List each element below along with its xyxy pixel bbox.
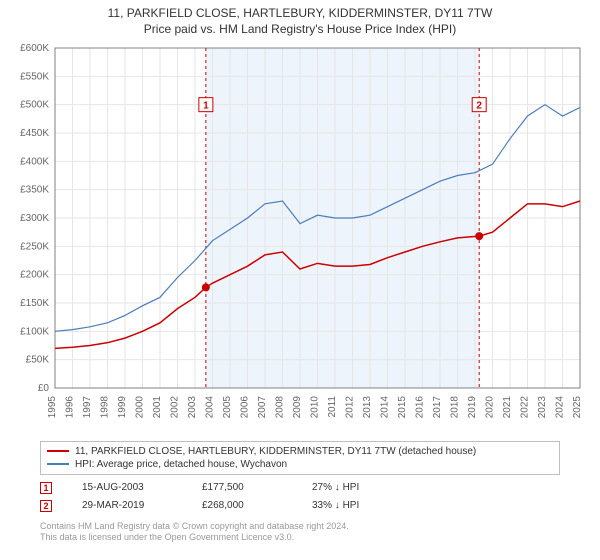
- event-row: 2 29-MAR-2019 £268,000 33% ↓ HPI: [40, 497, 560, 515]
- event-date: 15-AUG-2003: [82, 482, 172, 493]
- x-tick-label: 2020: [485, 395, 496, 418]
- footer-line-1: Contains HM Land Registry data © Crown c…: [40, 521, 560, 533]
- x-tick-label: 2006: [240, 395, 251, 418]
- x-tick-label: 1998: [100, 395, 111, 418]
- event-row: 1 15-AUG-2003 £177,500 27% ↓ HPI: [40, 479, 560, 497]
- x-tick-label: 2005: [222, 395, 233, 418]
- y-tick-label: £50K: [26, 354, 50, 365]
- y-tick-label: £350K: [20, 184, 49, 195]
- x-tick-label: 2008: [275, 395, 286, 418]
- x-tick-label: 2022: [520, 395, 531, 418]
- event-delta: 33% ↓ HPI: [312, 500, 392, 511]
- y-tick-label: £200K: [20, 269, 49, 280]
- legend-item: 11, PARKFIELD CLOSE, HARTLEBURY, KIDDERM…: [47, 445, 553, 458]
- root: 11, PARKFIELD CLOSE, HARTLEBURY, KIDDERM…: [0, 0, 600, 560]
- chart-title: 11, PARKFIELD CLOSE, HARTLEBURY, KIDDERM…: [0, 0, 600, 22]
- x-tick-label: 2012: [345, 395, 356, 418]
- price-chart: £0 £50K £100K £150K £200K £250K £300K £350K £400…: [0, 40, 600, 435]
- event-price: £268,000: [202, 500, 282, 511]
- x-tick-label: 2004: [205, 395, 216, 418]
- y-tick-label: £550K: [20, 71, 49, 82]
- y-tick-label: £450K: [20, 128, 49, 139]
- y-tick-label: £300K: [20, 213, 49, 224]
- event-dot: [202, 283, 210, 291]
- event-date: 29-MAR-2019: [82, 500, 172, 511]
- x-tick-label: 1996: [65, 395, 76, 418]
- y-tick-label: £0: [38, 383, 50, 394]
- x-tick-label: 2024: [555, 395, 566, 418]
- x-tick-label: 2023: [537, 395, 548, 418]
- footer: Contains HM Land Registry data © Crown c…: [40, 521, 560, 544]
- legend-swatch: [47, 463, 69, 465]
- x-tick-label: 2000: [135, 395, 146, 418]
- x-tick-label: 2009: [292, 395, 303, 418]
- y-tick-label: £250K: [20, 241, 49, 252]
- y-tick-label: £150K: [20, 298, 49, 309]
- legend-item: HPI: Average price, detached house, Wych…: [47, 458, 553, 471]
- event-label-number: 1: [203, 100, 209, 111]
- legend-label: HPI: Average price, detached house, Wych…: [75, 459, 287, 470]
- x-tick-label: 2010: [310, 395, 321, 418]
- event-dot: [475, 232, 483, 240]
- x-tick-label: 2021: [502, 395, 513, 418]
- x-tick-label: 2007: [257, 395, 268, 418]
- chart-area: £0 £50K £100K £150K £200K £250K £300K £350K £400…: [0, 40, 600, 435]
- y-tick-label: £400K: [20, 156, 49, 167]
- x-tick-label: 2003: [187, 395, 198, 418]
- event-marker: 1: [40, 482, 52, 494]
- event-marker: 2: [40, 500, 52, 512]
- x-tick-label: 2017: [432, 395, 443, 418]
- chart-subtitle: Price paid vs. HM Land Registry's House …: [0, 22, 600, 40]
- x-tick-label: 1997: [82, 395, 93, 418]
- event-delta: 27% ↓ HPI: [312, 482, 392, 493]
- x-tick-label: 2011: [327, 395, 338, 417]
- x-tick-label: 2016: [415, 395, 426, 418]
- y-tick-label: £500K: [20, 99, 49, 110]
- x-tick-label: 2015: [397, 395, 408, 418]
- legend: 11, PARKFIELD CLOSE, HARTLEBURY, KIDDERM…: [40, 441, 560, 475]
- event-table: 1 15-AUG-2003 £177,500 27% ↓ HPI 2 29-MAR-201…: [40, 479, 560, 515]
- event-label-number: 2: [476, 100, 482, 111]
- y-tick-label: £100K: [20, 326, 49, 337]
- event-price: £177,500: [202, 482, 282, 493]
- x-tick-label: 1999: [117, 395, 128, 418]
- x-tick-label: 1995: [47, 395, 58, 418]
- x-tick-label: 2014: [380, 395, 391, 418]
- x-tick-label: 2013: [362, 395, 373, 418]
- x-tick-label: 2025: [572, 395, 583, 418]
- legend-label: 11, PARKFIELD CLOSE, HARTLEBURY, KIDDERM…: [75, 446, 476, 457]
- x-tick-label: 2018: [450, 395, 461, 418]
- footer-line-2: This data is licensed under the Open Gov…: [40, 532, 560, 544]
- legend-swatch: [47, 450, 69, 452]
- x-tick-label: 2001: [152, 395, 163, 418]
- x-tick-label: 2019: [467, 395, 478, 418]
- x-tick-label: 2002: [170, 395, 181, 418]
- y-tick-label: £600K: [20, 43, 49, 54]
